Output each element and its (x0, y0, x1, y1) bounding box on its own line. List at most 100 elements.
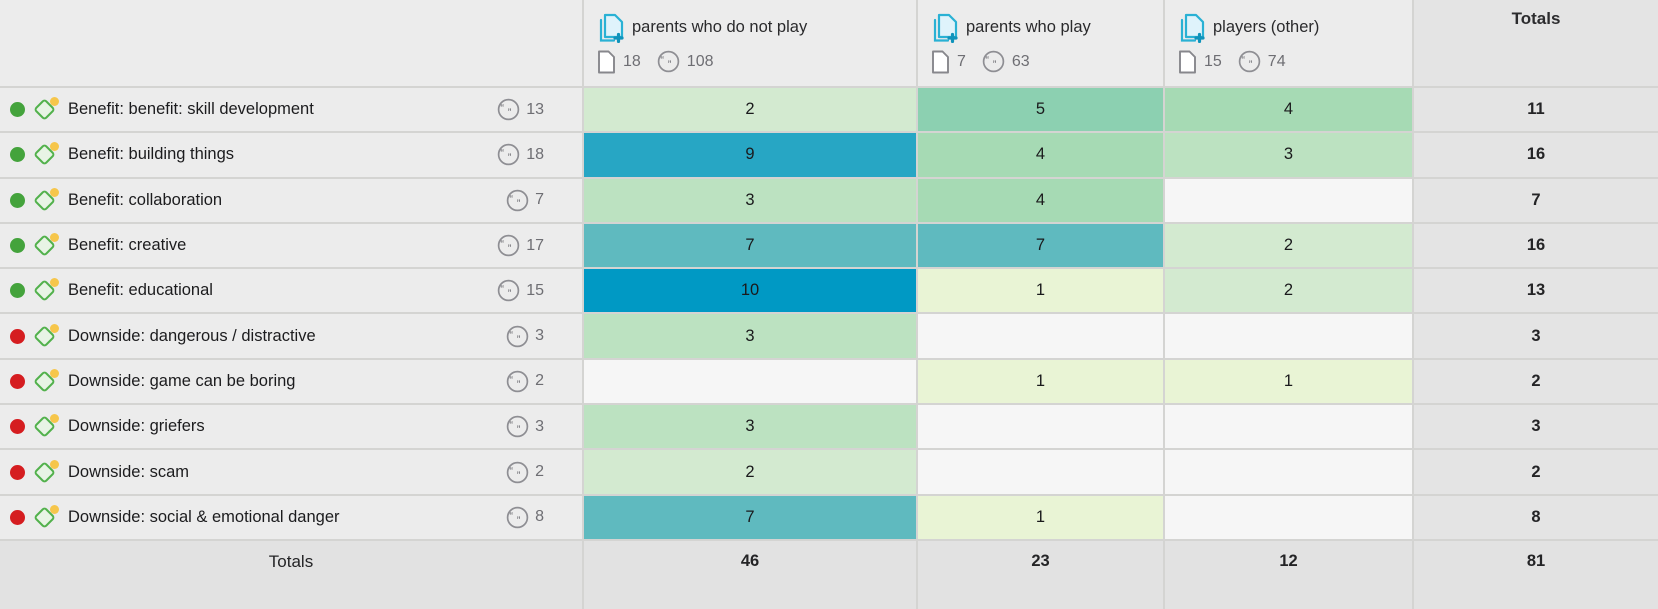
matrix-cell[interactable]: 7 (584, 223, 916, 268)
code-marker-dot (50, 368, 59, 378)
matrix-cell[interactable] (1165, 178, 1412, 222)
row-total-value: 16 (1526, 145, 1546, 164)
row-total-value: 13 (1526, 281, 1546, 300)
row-total-value: 2 (1531, 462, 1541, 481)
quote-count-icon: “” (497, 234, 520, 257)
matrix-cell[interactable]: 7 (918, 223, 1163, 268)
svg-text:“: “ (660, 54, 664, 66)
code-marker-dot (50, 187, 59, 197)
matrix-cell[interactable]: 3 (584, 314, 916, 358)
code-row-label[interactable]: Downside: griefers “” 3 (0, 405, 582, 449)
column-header-document-group[interactable]: parents who do not play 18 “” 108 (584, 0, 916, 86)
matrix-cell[interactable] (1165, 314, 1412, 358)
matrix-cell[interactable]: 1 (918, 495, 1163, 539)
matrix-cell[interactable] (584, 359, 916, 404)
column-header-document-group[interactable]: players (other) 15 “” 74 (1165, 0, 1412, 86)
quote-count-icon: “” (506, 506, 529, 529)
code-row-label[interactable]: Benefit: collaboration “” 7 (0, 178, 582, 222)
code-diamond-icon (34, 97, 59, 120)
matrix-cell[interactable]: 1 (918, 269, 1163, 313)
quote-count-value: 18 (526, 145, 544, 163)
code-marker-dot (50, 233, 59, 243)
svg-text:“: “ (501, 148, 505, 160)
column-header-document-group[interactable]: parents who play 7 “” 63 (918, 0, 1163, 86)
matrix-cell[interactable]: 4 (918, 133, 1163, 177)
matrix-cell[interactable]: 5 (918, 88, 1163, 132)
code-row-label[interactable]: Benefit: building things “” 18 (0, 133, 582, 177)
matrix-cell[interactable] (918, 450, 1163, 494)
matrix-cell-value: 2 (745, 100, 755, 119)
svg-text:“: “ (509, 465, 513, 477)
quote-count-value: 3 (535, 327, 544, 345)
matrix-cell[interactable]: 4 (918, 178, 1163, 222)
quote-count-icon: “” (657, 50, 680, 73)
quote-count-value: 15 (526, 281, 544, 299)
code-status-dot (10, 464, 25, 480)
code-row-label[interactable]: Benefit: creative “” 17 (0, 223, 582, 268)
row-quote-count: “” 8 (506, 506, 544, 529)
quote-count-value: 13 (526, 100, 544, 118)
code-row-label[interactable]: Benefit: educational “” 15 (0, 269, 582, 313)
matrix-cell[interactable]: 2 (1165, 269, 1412, 313)
matrix-cell[interactable]: 7 (584, 495, 916, 539)
matrix-cell[interactable]: 3 (1165, 133, 1412, 177)
matrix-cell[interactable]: 1 (918, 359, 1163, 404)
matrix-cell[interactable]: 3 (584, 178, 916, 222)
row-total-value: 16 (1526, 236, 1546, 255)
matrix-cell-value: 1 (1035, 371, 1046, 390)
code-label: Downside: game can be boring (68, 371, 296, 390)
svg-text:”: ” (517, 379, 521, 391)
row-total-value: 7 (1531, 190, 1541, 209)
code-label: Benefit: educational (68, 281, 213, 300)
document-group-icon (933, 13, 958, 43)
quote-count-value: 3 (535, 417, 544, 435)
code-row-label[interactable]: Downside: social & emotional danger “” 8 (0, 495, 582, 539)
code-row-label[interactable]: Benefit: benefit: skill development “” 13 (0, 88, 582, 132)
code-row-label[interactable]: Downside: game can be boring “” 2 (0, 359, 582, 404)
quote-count-icon: “” (497, 98, 520, 121)
svg-text:”: ” (517, 333, 521, 345)
document-icon (932, 50, 949, 73)
quote-count-icon: “” (506, 415, 529, 438)
code-row-label[interactable]: Downside: scam “” 2 (0, 450, 582, 494)
matrix-cell-value: 3 (745, 326, 755, 345)
column-header-title: players (other) (1178, 13, 1319, 43)
matrix-cell[interactable]: 10 (584, 269, 916, 313)
matrix-cell[interactable] (918, 314, 1163, 358)
code-diamond-icon (34, 459, 59, 482)
matrix-cell[interactable]: 3 (584, 405, 916, 449)
svg-text:“: “ (509, 420, 513, 432)
row-total-cell: 2 (1414, 359, 1658, 404)
row-quote-count: “” 18 (497, 143, 544, 166)
matrix-cell[interactable]: 1 (1165, 359, 1412, 404)
row-quote-count: “” 2 (506, 461, 544, 484)
svg-text:”: ” (517, 469, 521, 481)
code-marker-dot (50, 278, 59, 288)
matrix-cell[interactable]: 2 (584, 450, 916, 494)
matrix-cell-value: 9 (745, 145, 755, 164)
matrix-cell[interactable] (1165, 450, 1412, 494)
matrix-cell-value: 1 (1035, 281, 1046, 300)
matrix-cell[interactable] (918, 405, 1163, 449)
matrix-cell[interactable]: 2 (1165, 223, 1412, 268)
column-header-title: parents who play (931, 13, 1091, 43)
matrix-cell[interactable]: 4 (1165, 88, 1412, 132)
matrix-cell[interactable] (1165, 495, 1412, 539)
code-row-label[interactable]: Downside: dangerous / distractive “” 3 (0, 314, 582, 358)
svg-text:“: “ (501, 103, 505, 115)
matrix-cell-value: 7 (745, 507, 755, 526)
matrix-cell[interactable]: 2 (584, 88, 916, 132)
column-label: parents who do not play (632, 18, 808, 36)
row-total-cell: 3 (1414, 314, 1658, 358)
code-diamond-icon (34, 323, 59, 346)
code-label: Benefit: building things (68, 145, 235, 164)
quote-count-icon: “” (497, 144, 520, 166)
matrix-cell[interactable]: 9 (584, 133, 916, 177)
quote-count-value: 17 (526, 236, 544, 254)
matrix-cell-value: 4 (1283, 100, 1294, 119)
code-marker-dot (50, 97, 59, 107)
matrix-cell[interactable] (1165, 405, 1412, 449)
column-total-cell: 23 (918, 540, 1163, 609)
svg-text:“: “ (509, 374, 513, 386)
